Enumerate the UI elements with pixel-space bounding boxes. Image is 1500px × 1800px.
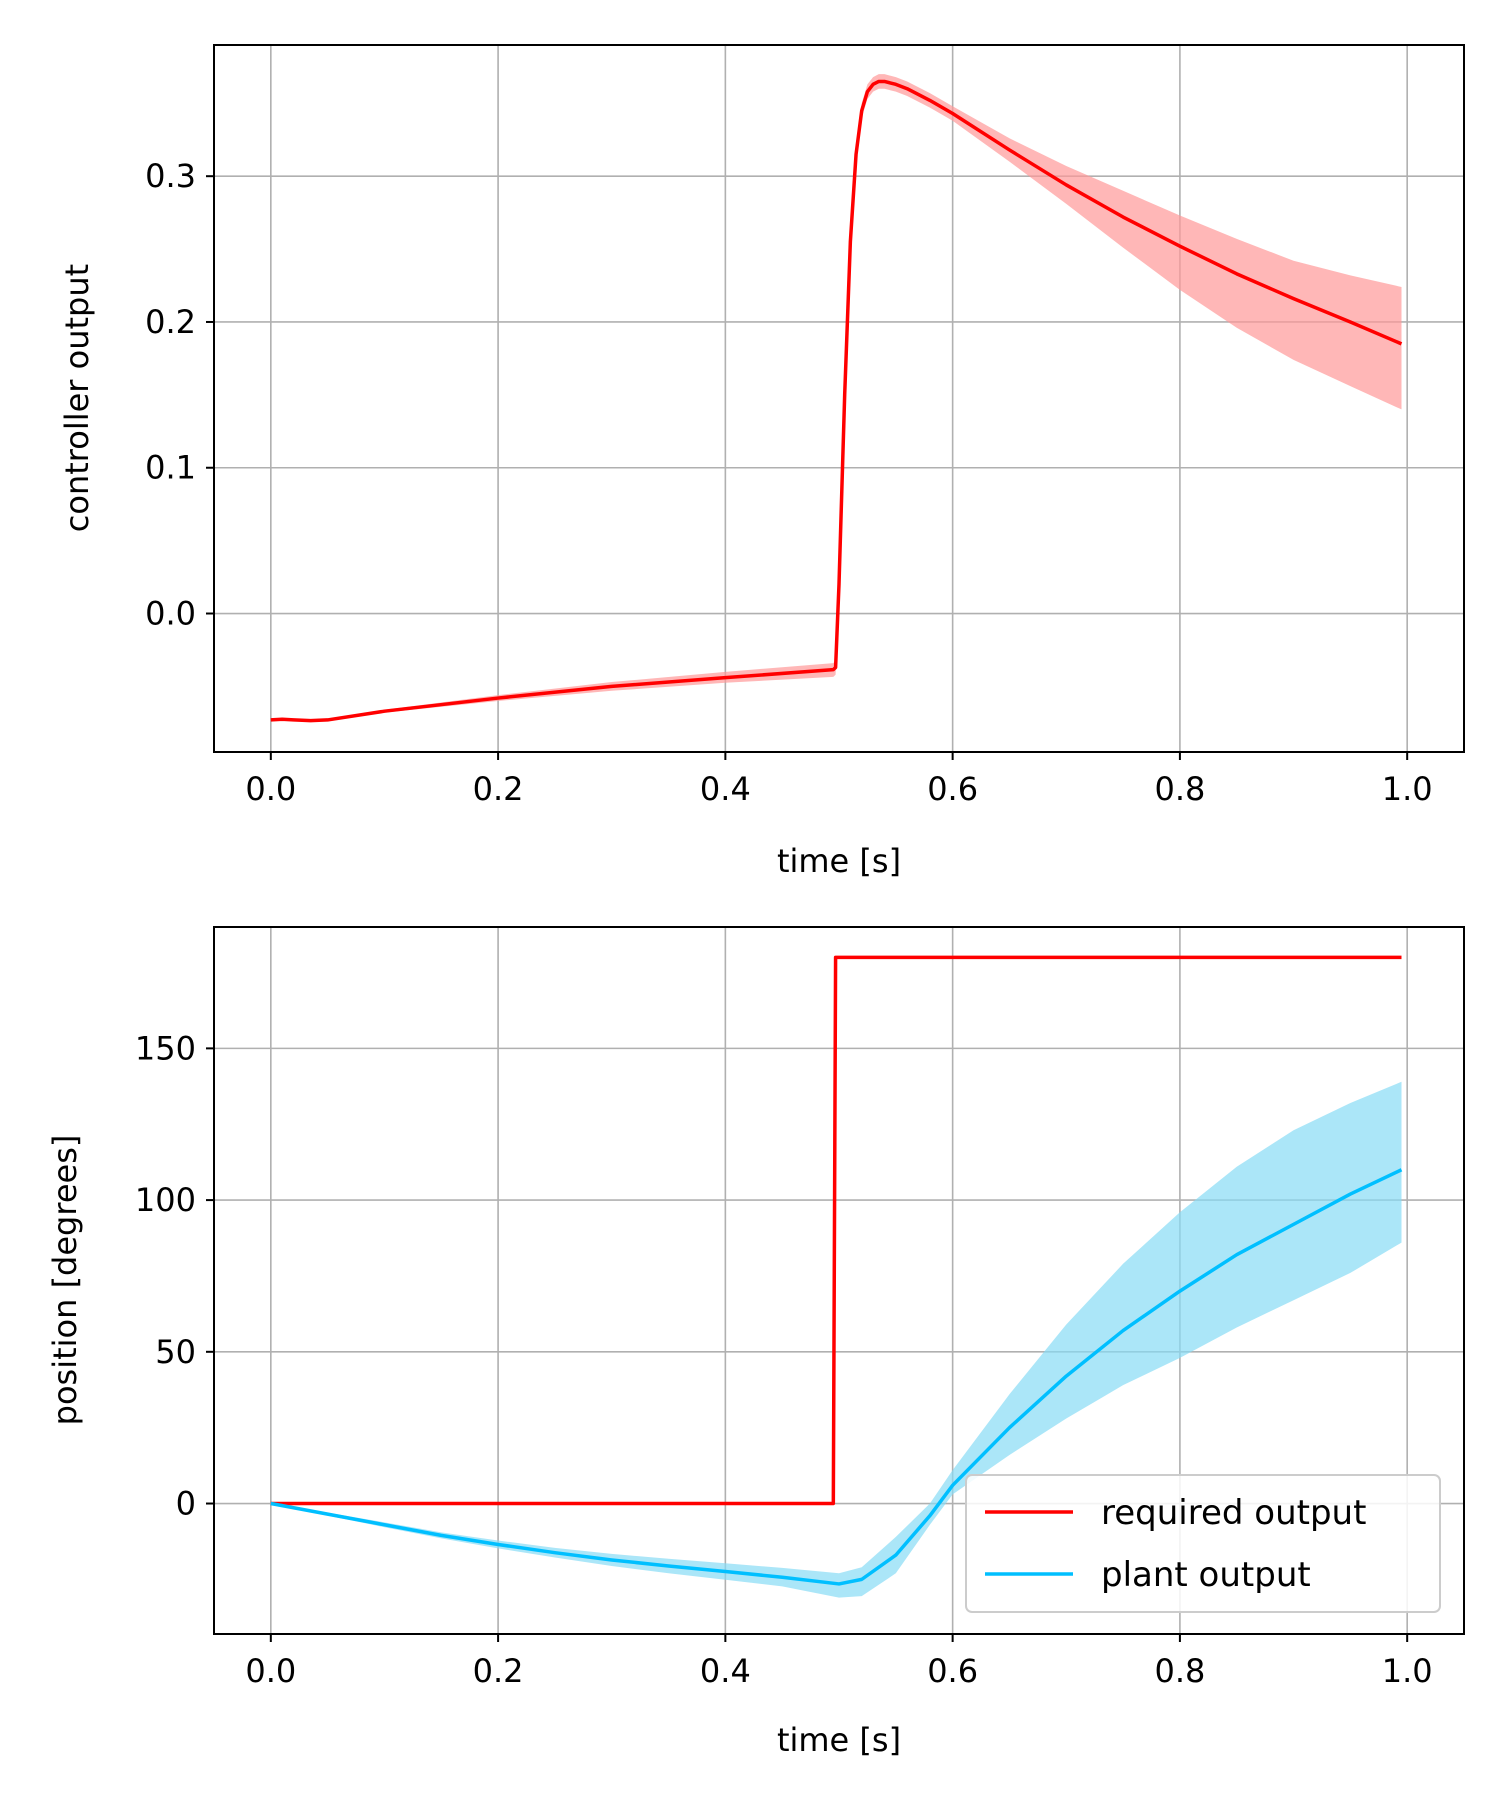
top-x-axis-label: time [s] [777, 842, 901, 880]
x-tick-label: 0.2 [473, 1652, 524, 1690]
bottom-band-layer [270, 1081, 1402, 1598]
x-tick-label: 0.0 [245, 1652, 296, 1690]
y-tick-label: 0.0 [145, 595, 196, 633]
confidence-band [270, 74, 1402, 722]
y-tick-label: 50 [155, 1333, 196, 1371]
top-band-layer [270, 74, 1402, 722]
y-tick-label: 0.2 [145, 303, 196, 341]
series-line [270, 955, 1402, 1506]
x-tick-label: 0.8 [1154, 1652, 1205, 1690]
x-tick-label: 0.4 [700, 1652, 751, 1690]
x-tick-label: 1.0 [1382, 1652, 1433, 1690]
top-plot-frame [213, 44, 1465, 753]
y-tick-label: 0.3 [145, 157, 196, 195]
bottom-grid [214, 927, 1464, 1634]
bottom-x-axis-label: time [s] [777, 1721, 901, 1759]
x-tick-label: 0.2 [473, 770, 524, 808]
top-y-axis-label: controller output [58, 264, 96, 532]
legend-label-plant-output: plant output [1101, 1555, 1311, 1595]
bottom-plot-frame [213, 926, 1465, 1635]
x-tick-label: 0.6 [927, 770, 978, 808]
x-tick-label: 0.0 [245, 770, 296, 808]
top-series-layer [270, 79, 1403, 723]
confidence-band [270, 1081, 1402, 1598]
legend-box [965, 1474, 1441, 1613]
bottom-series-layer [270, 955, 1403, 1586]
bottom-y-axis-label: position [degrees] [46, 1135, 84, 1426]
x-tick-label: 0.4 [700, 770, 751, 808]
y-tick-label: 100 [135, 1181, 196, 1219]
x-tick-label: 0.8 [1154, 770, 1205, 808]
controller-output-chart: 0.0 0.2 0.4 0.6 0.8 1.0 0.0 0.1 0.2 0.3 time [s]… [58, 44, 1465, 880]
y-tick-label: 0 [176, 1485, 196, 1523]
position-chart: 0.0 0.2 0.4 0.6 0.8 1.0 0 50 100 150 time [s] po… [46, 926, 1465, 1759]
x-tick-label: 0.6 [927, 1652, 978, 1690]
y-tick-label: 0.1 [145, 449, 196, 487]
bottom-x-ticks: 0.0 0.2 0.4 0.6 0.8 1.0 [245, 1634, 1433, 1690]
top-y-ticks: 0.0 0.1 0.2 0.3 [145, 157, 214, 633]
x-tick-label: 1.0 [1382, 770, 1433, 808]
bottom-y-ticks: 0 50 100 150 [135, 1029, 214, 1523]
y-tick-label: 150 [135, 1029, 196, 1067]
legend: required output plant output [965, 1474, 1441, 1613]
top-x-ticks: 0.0 0.2 0.4 0.6 0.8 1.0 [245, 752, 1433, 808]
series-line [270, 79, 1403, 723]
series-line [270, 1168, 1403, 1586]
legend-label-required-output: required output [1101, 1493, 1366, 1533]
